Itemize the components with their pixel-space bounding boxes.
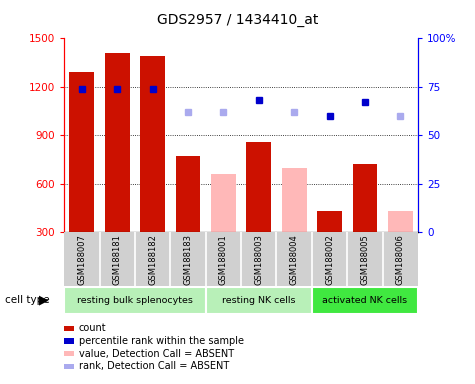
Text: GDS2957 / 1434410_at: GDS2957 / 1434410_at bbox=[157, 13, 318, 27]
Text: percentile rank within the sample: percentile rank within the sample bbox=[79, 336, 244, 346]
Text: ▶: ▶ bbox=[39, 294, 49, 307]
Text: resting NK cells: resting NK cells bbox=[222, 296, 295, 305]
Text: value, Detection Call = ABSENT: value, Detection Call = ABSENT bbox=[79, 349, 234, 359]
Bar bbox=[206, 286, 312, 314]
Text: count: count bbox=[79, 323, 106, 333]
Text: GSM188006: GSM188006 bbox=[396, 234, 405, 285]
Bar bbox=[388, 211, 413, 232]
Text: resting bulk splenocytes: resting bulk splenocytes bbox=[77, 296, 193, 305]
Bar bbox=[247, 142, 271, 232]
Bar bbox=[69, 72, 94, 232]
Text: GSM188005: GSM188005 bbox=[361, 234, 370, 285]
Text: rank, Detection Call = ABSENT: rank, Detection Call = ABSENT bbox=[79, 361, 229, 371]
Bar bbox=[105, 53, 130, 232]
Bar bbox=[317, 211, 342, 232]
Bar bbox=[176, 156, 200, 232]
Text: GSM188181: GSM188181 bbox=[113, 234, 122, 285]
Text: GSM188002: GSM188002 bbox=[325, 234, 334, 285]
Text: GSM188004: GSM188004 bbox=[290, 234, 299, 285]
Text: GSM188001: GSM188001 bbox=[219, 234, 228, 285]
Bar bbox=[352, 164, 377, 232]
Text: GSM188007: GSM188007 bbox=[77, 234, 86, 285]
Bar bbox=[140, 56, 165, 232]
Text: GSM188003: GSM188003 bbox=[254, 234, 263, 285]
Text: GSM188183: GSM188183 bbox=[183, 234, 192, 285]
Text: GSM188182: GSM188182 bbox=[148, 234, 157, 285]
Bar bbox=[282, 168, 306, 232]
Bar bbox=[312, 286, 418, 314]
Text: cell type: cell type bbox=[5, 295, 49, 305]
Bar bbox=[64, 286, 206, 314]
Bar bbox=[211, 174, 236, 232]
Text: activated NK cells: activated NK cells bbox=[323, 296, 408, 305]
